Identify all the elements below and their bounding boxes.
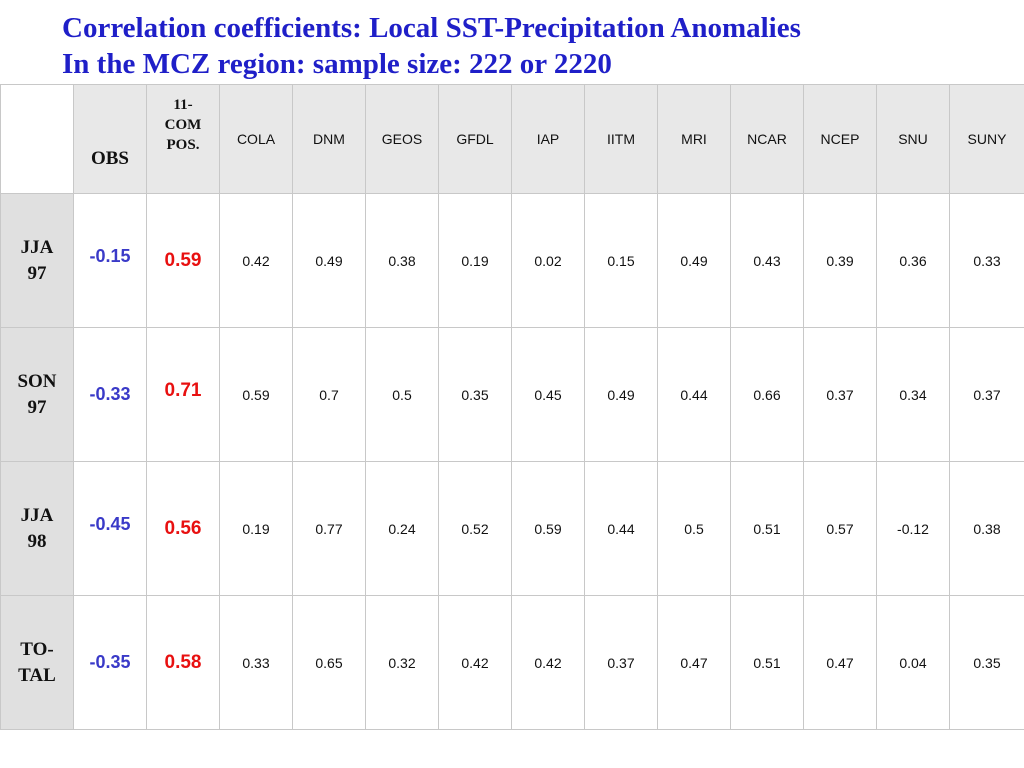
header-composite-line1: 11- <box>173 97 193 113</box>
obs-value: -0.35 <box>73 595 147 730</box>
correlation-table: OBS 11- COM POS. COLA DNM GEOS GFDL IAP … <box>0 84 1024 730</box>
table-row: JJA 97 -0.15 0.59 0.42 0.49 0.38 0.19 0.0… <box>0 193 1024 328</box>
model-value: 0.44 <box>584 461 658 596</box>
model-value: 0.57 <box>803 461 877 596</box>
model-value: 0.59 <box>219 327 293 462</box>
model-value: 0.5 <box>657 461 731 596</box>
model-value: 0.38 <box>949 461 1024 596</box>
model-value: 0.37 <box>803 327 877 462</box>
header-model-dnm: DNM <box>292 84 366 194</box>
title-line-1: Correlation coefficients: Local SST-Prec… <box>62 12 801 44</box>
model-value: 0.45 <box>511 327 585 462</box>
model-value: 0.19 <box>219 461 293 596</box>
model-value: 0.24 <box>365 461 439 596</box>
model-value: 0.5 <box>365 327 439 462</box>
model-value: 0.49 <box>584 327 658 462</box>
header-composite: 11- COM POS. <box>146 84 220 194</box>
model-value: -0.12 <box>876 461 950 596</box>
corner-cell <box>0 84 74 194</box>
model-value: 0.49 <box>292 193 366 328</box>
row-label: TO- TAL <box>0 595 74 730</box>
model-value: 0.44 <box>657 327 731 462</box>
table-row: JJA 98 -0.45 0.56 0.19 0.77 0.24 0.52 0.5… <box>0 461 1024 596</box>
header-model-ncep: NCEP <box>803 84 877 194</box>
table-row: SON 97 -0.33 0.71 0.59 0.7 0.5 0.35 0.45 … <box>0 327 1024 462</box>
header-composite-line2: COM <box>164 117 202 133</box>
obs-value: -0.33 <box>73 327 147 462</box>
row-label: JJA 97 <box>0 193 74 328</box>
model-value: 0.52 <box>438 461 512 596</box>
composite-value: 0.71 <box>146 327 220 462</box>
slide-title: Correlation coefficients: Local SST-Prec… <box>62 10 801 82</box>
composite-value: 0.56 <box>146 461 220 596</box>
header-model-iap: IAP <box>511 84 585 194</box>
header-row: OBS 11- COM POS. COLA DNM GEOS GFDL IAP … <box>0 84 1024 194</box>
header-model-iitm: IITM <box>584 84 658 194</box>
model-value: 0.42 <box>511 595 585 730</box>
header-model-geos: GEOS <box>365 84 439 194</box>
obs-value: -0.15 <box>73 193 147 328</box>
model-value: 0.19 <box>438 193 512 328</box>
model-value: 0.65 <box>292 595 366 730</box>
model-value: 0.35 <box>949 595 1024 730</box>
obs-value: -0.45 <box>73 461 147 596</box>
model-value: 0.37 <box>584 595 658 730</box>
model-value: 0.51 <box>730 595 804 730</box>
model-value: 0.49 <box>657 193 731 328</box>
model-value: 0.7 <box>292 327 366 462</box>
composite-value: 0.58 <box>146 595 220 730</box>
model-value: 0.38 <box>365 193 439 328</box>
model-value: 0.39 <box>803 193 877 328</box>
model-value: 0.02 <box>511 193 585 328</box>
header-model-suny: SUNY <box>949 84 1024 194</box>
model-value: 0.34 <box>876 327 950 462</box>
table-row: TO- TAL -0.35 0.58 0.33 0.65 0.32 0.42 0.… <box>0 595 1024 730</box>
row-label: JJA 98 <box>0 461 74 596</box>
model-value: 0.59 <box>511 461 585 596</box>
header-model-gfdl: GFDL <box>438 84 512 194</box>
model-value: 0.42 <box>438 595 512 730</box>
model-value: 0.37 <box>949 327 1024 462</box>
model-value: 0.33 <box>949 193 1024 328</box>
header-model-mri: MRI <box>657 84 731 194</box>
title-line-2: In the MCZ region: sample size: 222 or 2… <box>62 48 612 80</box>
model-value: 0.04 <box>876 595 950 730</box>
header-composite-line3: POS. <box>166 137 200 153</box>
model-value: 0.77 <box>292 461 366 596</box>
model-value: 0.35 <box>438 327 512 462</box>
model-value: 0.43 <box>730 193 804 328</box>
model-value: 0.32 <box>365 595 439 730</box>
header-model-cola: COLA <box>219 84 293 194</box>
header-obs: OBS <box>73 84 147 194</box>
model-value: 0.66 <box>730 327 804 462</box>
model-value: 0.33 <box>219 595 293 730</box>
header-model-snu: SNU <box>876 84 950 194</box>
model-value: 0.47 <box>803 595 877 730</box>
row-label: SON 97 <box>0 327 74 462</box>
model-value: 0.51 <box>730 461 804 596</box>
composite-value: 0.59 <box>146 193 220 328</box>
model-value: 0.42 <box>219 193 293 328</box>
model-value: 0.15 <box>584 193 658 328</box>
header-model-ncar: NCAR <box>730 84 804 194</box>
model-value: 0.36 <box>876 193 950 328</box>
model-value: 0.47 <box>657 595 731 730</box>
